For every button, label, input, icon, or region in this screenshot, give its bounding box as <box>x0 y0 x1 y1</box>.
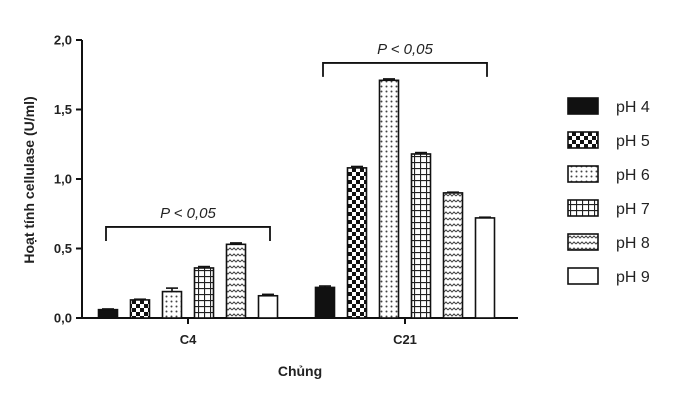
legend-swatch <box>567 165 599 183</box>
legend-swatch <box>567 267 599 285</box>
legend-swatch <box>567 97 599 115</box>
legend-label: pH 9 <box>616 269 650 286</box>
y-tick-label: 0,0 <box>54 311 72 326</box>
legend-swatch <box>567 131 599 149</box>
bar <box>442 192 464 319</box>
y-tick-label: 1,0 <box>54 172 72 187</box>
y-axis-title: Hoạt tính cellulase (U/ml) <box>21 96 37 263</box>
significance-bracket <box>322 62 488 77</box>
legend-label: pH 7 <box>616 201 650 218</box>
legend-label: pH 6 <box>616 167 650 184</box>
x-axis-title: Chủng <box>278 363 322 379</box>
bar <box>129 299 151 319</box>
bar <box>193 267 215 319</box>
legend-label: pH 4 <box>616 99 650 116</box>
significance-label: P < 0,05 <box>377 41 433 58</box>
bar <box>378 79 400 319</box>
significance-label: P < 0,05 <box>160 205 216 222</box>
bar <box>346 167 368 319</box>
bars <box>97 78 496 319</box>
bar <box>97 308 119 319</box>
x-axis: C4 C21 <box>82 317 518 347</box>
y-tick-label: 1,5 <box>54 102 72 117</box>
y-tick-label: 2,0 <box>54 33 72 48</box>
x-tick-label: C21 <box>393 332 417 347</box>
x-tick-label: C4 <box>180 332 197 347</box>
bar <box>474 217 496 319</box>
bar <box>257 294 279 319</box>
bar <box>314 286 336 319</box>
significance-bracket <box>105 226 271 241</box>
y-axis: 0,0 0,5 1,0 1,5 2,0 <box>54 33 83 326</box>
legend-label: pH 8 <box>616 235 650 252</box>
legend: pH 4 pH 5 pH 6 pH 7 pH 8 pH 9 <box>567 97 650 286</box>
legend-label: pH 5 <box>616 133 650 150</box>
bar <box>161 290 183 319</box>
annotations: P < 0,05 P < 0,05 <box>105 41 488 241</box>
legend-swatch <box>567 199 599 217</box>
bar <box>225 243 247 319</box>
y-tick-label: 0,5 <box>54 241 72 256</box>
bar <box>410 153 432 319</box>
legend-swatch <box>567 233 599 251</box>
